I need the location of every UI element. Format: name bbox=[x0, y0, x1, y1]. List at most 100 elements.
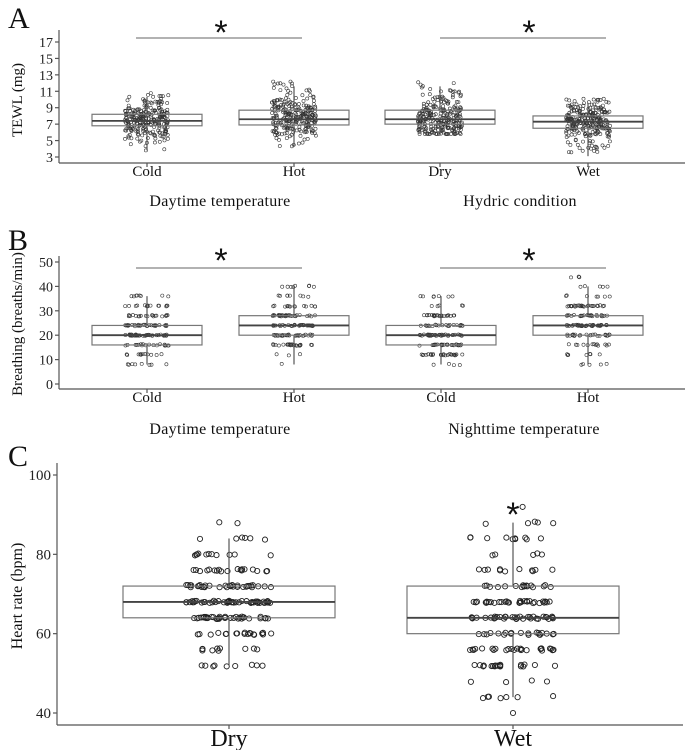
panel-b-cat-day-hot: Hot bbox=[283, 390, 306, 406]
panel-a-cold-data-point bbox=[127, 94, 132, 99]
panel-c-y-tick-label: 60 bbox=[36, 627, 51, 643]
panel-a-wet-data-point bbox=[569, 150, 574, 155]
panel-b-hot-data-point bbox=[285, 284, 290, 289]
panel-b-hot-data-point bbox=[572, 303, 577, 308]
panel-a-y-tick-label: 5 bbox=[46, 135, 53, 150]
panel-a-hot-data-point bbox=[298, 108, 303, 113]
panel-a-wet-data-point bbox=[606, 143, 611, 148]
panel-a-wet-data-point bbox=[576, 105, 581, 110]
panel-a-wet-data-point bbox=[590, 139, 595, 144]
panel-b-cold-data-point bbox=[158, 342, 162, 347]
panel-a-hot-data-point bbox=[309, 129, 314, 134]
panel-a-cold-data-point bbox=[163, 129, 168, 134]
panel-b-hot-data-point bbox=[304, 304, 308, 309]
panel-a-hot-data-point bbox=[273, 126, 278, 130]
panel-b-cold-data-point bbox=[131, 294, 136, 299]
panel-b-cold-data-point bbox=[433, 322, 438, 327]
panel-c-wet-data-point bbox=[531, 661, 538, 669]
panel-b-sig-star-nighttime: * bbox=[522, 242, 535, 280]
panel-c-dry-data-point bbox=[240, 583, 247, 591]
panel-c-dry-data-point bbox=[238, 615, 245, 622]
panel-a-wet-data-point bbox=[574, 102, 579, 107]
panel-b-cold-data-point bbox=[429, 304, 434, 308]
panel-c-wet-data-point bbox=[487, 599, 494, 606]
panel-a-dry-data-point bbox=[441, 130, 446, 135]
panel-a-hot-data-point bbox=[294, 128, 299, 133]
panel-a-hot-data-point bbox=[281, 82, 286, 87]
panel-a-dry-data-point bbox=[428, 87, 433, 91]
panel-b-hot-data-point bbox=[596, 294, 600, 299]
panel-c-dry-data-point bbox=[234, 520, 241, 527]
panel-a-dry-data-point bbox=[450, 95, 455, 100]
panel-a-wet-data-point bbox=[608, 129, 612, 134]
panel-a-wet-data-point bbox=[581, 103, 586, 108]
panel-c-dry-data-point bbox=[199, 646, 206, 653]
panel-c-wet-data-point bbox=[516, 566, 523, 573]
panel-a-group-label-hydric: Hydric condition bbox=[463, 193, 577, 210]
panel-a-wet-data-point bbox=[565, 113, 569, 118]
panel-b-cold-data-point bbox=[159, 352, 164, 357]
panel-a-hot-data-point bbox=[289, 132, 294, 137]
panel-b-hot-data-point bbox=[276, 343, 281, 348]
panel-a-wet-data-point bbox=[564, 130, 569, 135]
panel-a-cold-data-point bbox=[159, 94, 164, 98]
panel-c-wet-data-point bbox=[492, 551, 499, 558]
panel-a-cold-data-point bbox=[149, 123, 153, 127]
panel-c-dry-data-point bbox=[194, 631, 201, 638]
panel-b-hot-data-point bbox=[281, 342, 286, 347]
panel-c-wet-data-point bbox=[467, 678, 474, 685]
panel-a-dry-data-point bbox=[416, 128, 421, 133]
panel-a-cold-data-point bbox=[156, 128, 161, 133]
panel-c-wet-data-point bbox=[484, 566, 491, 573]
panel-b-hot-data-point bbox=[583, 284, 587, 289]
panel-c-dry-data-point bbox=[259, 631, 267, 638]
panel-c-dry-data-point bbox=[238, 597, 245, 605]
panel-a-hot-data-point bbox=[282, 131, 287, 136]
panel-b-hot-data-point bbox=[283, 304, 288, 309]
panel-a-dry-data-point bbox=[428, 102, 433, 107]
panel-a-wet-data-point bbox=[567, 110, 572, 115]
panel-a-dry-data-point bbox=[425, 132, 430, 136]
panel-c-dry-data-point bbox=[229, 582, 236, 589]
panel-a-hot-data-point bbox=[313, 104, 318, 109]
panel-a-cat-dry: Dry bbox=[428, 164, 452, 180]
panel-c-wet-data-point bbox=[523, 647, 530, 654]
panel-b-cat-night-hot: Hot bbox=[577, 390, 600, 406]
panel-a-cold-data-point bbox=[148, 100, 153, 105]
panel-b-hot-data-point bbox=[603, 342, 608, 347]
panel-a-hot-data-point bbox=[294, 120, 299, 125]
panel-c-wet-data-point bbox=[550, 693, 557, 700]
panel-a-cold-data-point bbox=[142, 98, 147, 103]
panel-a-cold-data-point bbox=[158, 133, 163, 138]
panel-a-y-tick-label: 17 bbox=[39, 36, 53, 51]
panel-a-cold-data-point bbox=[136, 126, 141, 131]
panel-b-cold-data-point bbox=[138, 342, 143, 347]
panel-b-hot-data-point bbox=[280, 284, 285, 289]
panel-c-wet-data-point bbox=[467, 534, 474, 541]
panel-b-cold-data-point bbox=[160, 293, 165, 298]
panel-a-cold-data-point bbox=[159, 107, 164, 112]
panel-a-dry-box bbox=[384, 109, 496, 125]
panel-b-hot-data-point bbox=[581, 342, 586, 347]
panel-c-dry-data-point bbox=[233, 630, 240, 637]
panel-a-dry-data-point bbox=[458, 107, 463, 112]
panel-b-hot-data-point bbox=[569, 275, 573, 280]
panel-c-dry-data-point bbox=[254, 646, 261, 653]
panel-c-wet-data-point bbox=[486, 583, 494, 590]
panel-a-cold-data-point bbox=[157, 94, 162, 98]
panel-c-wet-data-point bbox=[503, 534, 510, 541]
panel-b-cold-data-point bbox=[447, 361, 451, 366]
panel-a-cold-data-point bbox=[148, 131, 153, 136]
panel-c-wet-data-point bbox=[489, 645, 496, 652]
panel-a-wet-data-point bbox=[607, 109, 612, 114]
panel-a-dry-data-point bbox=[438, 111, 443, 116]
panel-b-hot-data-point bbox=[309, 314, 314, 319]
panel-a-wet-data-point bbox=[602, 145, 607, 150]
panel-c-wet-data-point bbox=[537, 645, 544, 652]
panel-a-dry-data-point bbox=[452, 110, 457, 115]
panel-a-wet-data-point bbox=[567, 150, 571, 155]
panel-c-wet-data-point bbox=[482, 520, 489, 527]
panel-a-cold-data-point bbox=[162, 138, 167, 143]
panel-a-hot-data-point bbox=[273, 132, 278, 137]
panel-b-hot-data-point bbox=[285, 293, 290, 298]
